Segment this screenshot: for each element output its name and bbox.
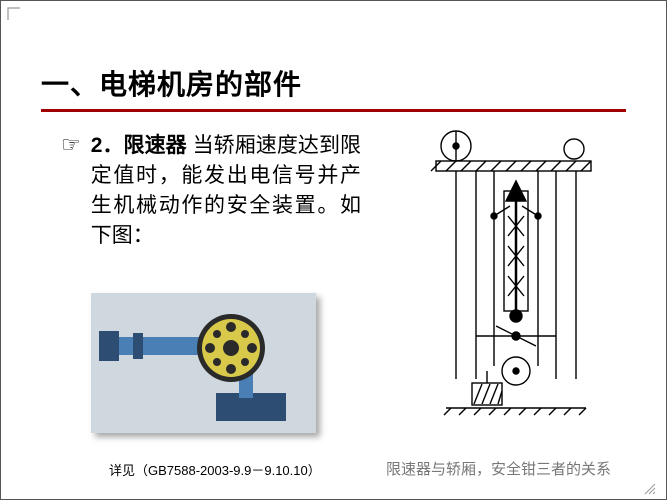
device-photo — [91, 293, 316, 433]
footer-caption: 限速器与轿厢，安全钳三者的关系 — [386, 458, 611, 479]
body-text-block: ☞ 2．限速器 当轿厢速度达到限定值时，能发出电信号并产生机械动作的安全装置。如… — [61, 131, 361, 251]
slide: 一、电梯机房的部件 ☞ 2．限速器 当轿厢速度达到限定值时，能发出电信号并产生机… — [0, 0, 667, 500]
bullet-lead: 2．限速器 — [91, 134, 187, 157]
corner-mark — [7, 7, 21, 24]
title-block: 一、电梯机房的部件 — [41, 63, 626, 112]
pointing-hand-icon: ☞ — [61, 131, 81, 159]
title-underline — [41, 109, 626, 112]
footer-reference: 详见（GB7588-2003-9.9－9.10.10） — [109, 460, 321, 479]
device-photo-svg — [91, 293, 316, 433]
schematic-diagram — [416, 121, 611, 421]
page-title: 一、电梯机房的部件 — [41, 63, 626, 103]
schematic-svg — [416, 121, 611, 421]
bullet-row: ☞ 2．限速器 当轿厢速度达到限定值时，能发出电信号并产生机械动作的安全装置。如… — [61, 131, 361, 251]
bullet-text: 2．限速器 当轿厢速度达到限定值时，能发出电信号并产生机械动作的安全装置。如下图… — [91, 131, 361, 251]
resize-grip-icon — [642, 481, 656, 495]
